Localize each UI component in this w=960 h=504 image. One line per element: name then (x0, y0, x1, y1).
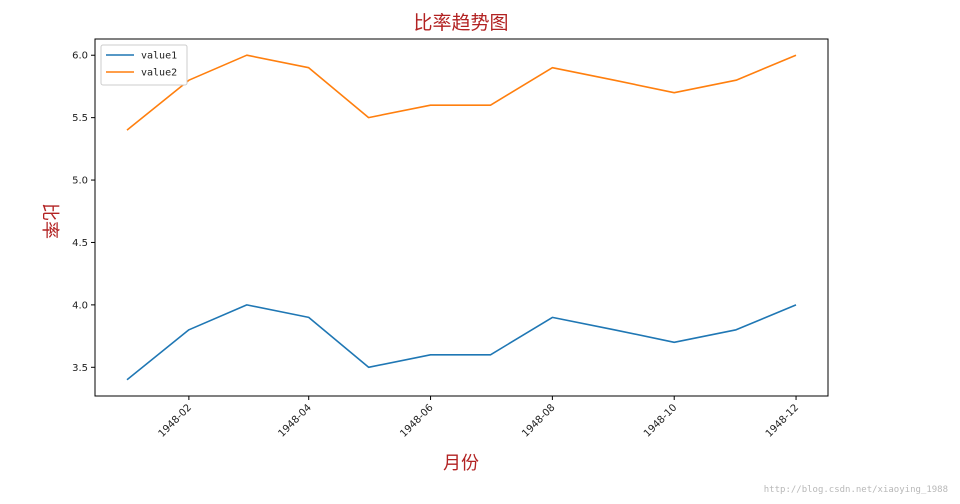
x-tick-label: 1948-12 (764, 402, 801, 439)
legend-label-value2: value2 (141, 68, 177, 79)
series-line-value1 (126, 304, 797, 381)
y-tick-label: 4.0 (72, 300, 88, 311)
plot-frame (94, 38, 829, 397)
series-layer (126, 54, 797, 381)
y-tick-label: 5.5 (72, 113, 88, 124)
series-line-value2 (126, 54, 797, 131)
y-tick-label: 5.0 (72, 176, 88, 187)
legend-label-value1: value1 (141, 51, 177, 62)
y-axis-label: 比率 (39, 203, 60, 239)
y-axis: 3.5 4.0 4.5 5.0 5.5 6.0 (72, 51, 95, 374)
legend: value1 value2 (100, 44, 188, 86)
chart-title: 比率趋势图 (413, 12, 508, 34)
x-axis: 1948-02 1948-04 1948-06 1948-08 1948-10 1948-… (157, 396, 801, 440)
watermark-url: http://blog.csdn.net/xiaoying_1988 (764, 485, 948, 495)
x-tick-label: 1948-04 (276, 402, 313, 439)
y-tick-label: 6.0 (72, 51, 88, 62)
x-axis-label: 月份 (443, 453, 479, 474)
y-tick-label: 3.5 (72, 363, 88, 374)
x-tick-label: 1948-10 (642, 402, 679, 439)
y-tick-label: 4.5 (72, 238, 88, 249)
x-tick-label: 1948-08 (520, 402, 557, 439)
x-tick-label: 1948-02 (157, 402, 194, 439)
x-tick-label: 1948-06 (398, 402, 435, 439)
